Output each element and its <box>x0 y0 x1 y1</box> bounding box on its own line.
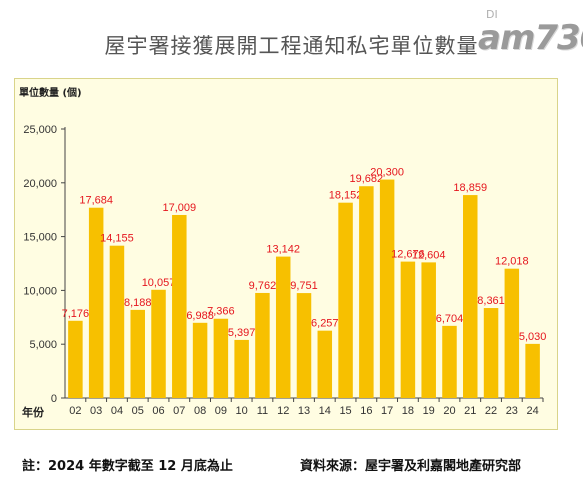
x-tick-label: 11 <box>257 405 268 417</box>
x-tick-label: 17 <box>381 405 393 417</box>
data-label: 12,018 <box>495 256 529 268</box>
data-label: 17,684 <box>79 195 113 207</box>
data-label: 6,257 <box>311 318 339 330</box>
data-label: 14,155 <box>100 233 134 245</box>
bar <box>151 289 166 398</box>
bar <box>338 202 353 398</box>
data-label: 18,152 <box>329 190 363 202</box>
bar <box>483 308 499 398</box>
bar <box>400 261 416 398</box>
x-tick-label: 14 <box>319 405 331 417</box>
x-tick-label: 20 <box>443 405 455 417</box>
x-tick-label: 05 <box>132 405 144 417</box>
bar <box>359 186 374 398</box>
x-tick-label: 24 <box>526 405 538 417</box>
bar <box>421 262 436 398</box>
data-label: 18,859 <box>453 182 487 194</box>
x-tick-label: 12 <box>277 405 289 417</box>
bar <box>88 207 104 398</box>
data-label: 9,762 <box>249 280 277 292</box>
bar <box>296 293 312 398</box>
y-tick-label: 10,000 <box>23 285 57 297</box>
bar <box>275 256 291 398</box>
bar <box>255 292 270 398</box>
y-tick-label: 20,000 <box>23 178 57 190</box>
bar <box>172 214 187 398</box>
data-label: 12,676 <box>391 249 425 261</box>
x-tick-label: 10 <box>236 405 248 417</box>
data-label: 8,188 <box>124 297 152 309</box>
data-label: 17,009 <box>162 202 196 214</box>
data-label: 5,030 <box>519 331 547 343</box>
x-tick-label: 09 <box>215 405 227 417</box>
logo-main-text: am730 <box>478 18 583 58</box>
x-tick-label: 02 <box>69 405 81 417</box>
data-label: 9,751 <box>290 280 318 292</box>
footnote-source: 資料來源：屋宇署及利嘉閣地產研究部 <box>300 459 522 474</box>
bar <box>192 322 208 398</box>
x-tick-label: 15 <box>339 405 351 417</box>
x-tick-label: 16 <box>360 405 372 417</box>
bar <box>68 320 83 398</box>
bar <box>213 318 229 398</box>
logo-brand-text: DI <box>486 8 498 21</box>
bar <box>463 195 478 398</box>
bar <box>525 343 540 398</box>
chart-title: 屋宇署接獲展開工程通知私宅單位數量 <box>104 34 479 58</box>
data-label: 8,361 <box>477 295 505 307</box>
y-tick-label: 0 <box>51 393 57 405</box>
data-label: 13,142 <box>266 244 300 256</box>
bar <box>442 325 457 398</box>
y-tick-label: 5,000 <box>29 339 57 351</box>
bar <box>317 330 333 398</box>
x-tick-label: 23 <box>506 405 518 417</box>
x-axis-title: 年份 <box>22 405 45 419</box>
data-label: 10,057 <box>142 277 176 289</box>
x-tick-label: 06 <box>152 405 164 417</box>
data-label: 7,366 <box>207 306 235 318</box>
x-tick-label: 07 <box>173 405 185 417</box>
data-label: 5,397 <box>228 327 256 339</box>
data-label: 6,988 <box>186 310 214 322</box>
bar <box>234 339 249 398</box>
x-tick-label: 19 <box>423 405 435 417</box>
x-tick-label: 04 <box>111 405 123 417</box>
y-tick-label: 15,000 <box>23 232 57 244</box>
bar <box>504 268 520 398</box>
bar <box>109 245 125 398</box>
x-tick-label: 18 <box>402 405 414 417</box>
bar <box>379 179 395 398</box>
data-label: 12,604 <box>412 249 446 261</box>
data-label: 6,704 <box>436 313 464 325</box>
x-tick-label: 08 <box>194 405 206 417</box>
data-label: 7,176 <box>62 308 90 320</box>
data-label: 19,682 <box>350 173 384 185</box>
x-tick-label: 03 <box>90 405 102 417</box>
am730-logo: DI am730 <box>478 8 583 60</box>
bar <box>130 309 145 398</box>
data-label: 20,300 <box>370 167 404 179</box>
footnote-note: 註：2024 年數字截至 12 月底為止 <box>22 459 233 474</box>
y-axis-title: 單位數量 (個) <box>19 86 82 99</box>
y-tick-label: 25,000 <box>23 124 57 136</box>
x-tick-label: 21 <box>464 405 476 417</box>
x-tick-label: 13 <box>298 405 310 417</box>
x-tick-label: 22 <box>485 405 497 417</box>
